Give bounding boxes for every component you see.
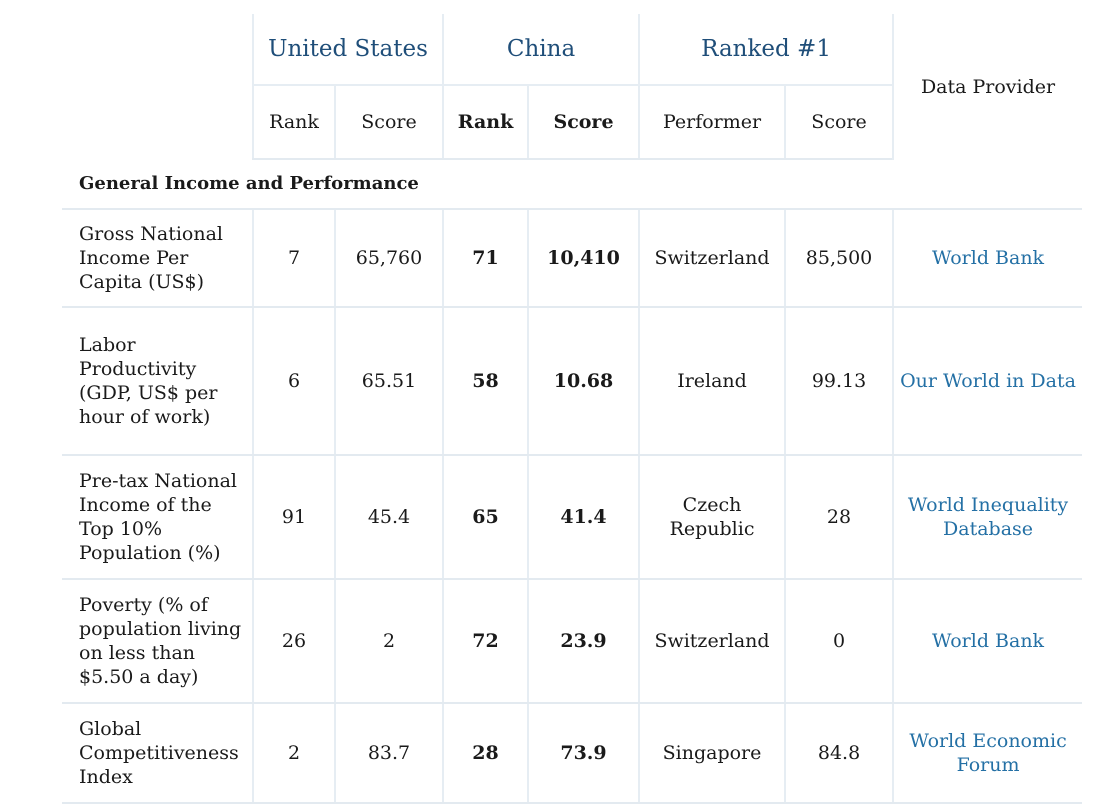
top-score-cell: 99.13 (784, 307, 894, 456)
comparison-table: United States China Ranked #1 Data Provi… (62, 14, 1083, 804)
china-score-cell: 10.68 (526, 307, 640, 456)
data-provider-link[interactable]: World Inequality Database (892, 455, 1083, 580)
us-rank-cell: 2 (252, 703, 335, 804)
table-body: Gross National Income Per Capita (US$) 7 6… (62, 209, 1083, 804)
group-header-us: United States (252, 14, 443, 86)
top-score-cell: 0 (784, 579, 894, 704)
china-score-cell: 41.4 (526, 455, 640, 580)
china-score-header: Score (526, 85, 640, 160)
data-provider-link[interactable]: World Bank (892, 579, 1083, 704)
data-provider-header: Data Provider (892, 14, 1083, 159)
top-score-header: Score (784, 85, 894, 160)
row-label: Labor Productivity (GDP, US$ per hour of… (62, 307, 253, 456)
china-rank-cell: 71 (442, 209, 528, 308)
china-rank-cell: 58 (442, 307, 528, 456)
row-label: Poverty (% of population living on less … (62, 579, 253, 704)
table-row: Pre-tax National Income of the Top 10% P… (62, 455, 1083, 580)
table-row: Poverty (% of population living on less … (62, 579, 1083, 704)
top-score-cell: 84.8 (784, 703, 894, 804)
us-rank-cell: 6 (252, 307, 335, 456)
row-label: Pre-tax National Income of the Top 10% P… (62, 455, 253, 580)
us-rank-cell: 7 (252, 209, 335, 308)
china-rank-cell: 65 (442, 455, 528, 580)
top-score-cell: 85,500 (784, 209, 894, 308)
us-rank-cell: 91 (252, 455, 335, 580)
us-score-cell: 45.4 (334, 455, 443, 580)
us-score-cell: 2 (334, 579, 443, 704)
row-label: Global Competitiveness Index (62, 703, 253, 804)
us-score-cell: 65.51 (334, 307, 443, 456)
performer-header: Performer (638, 85, 786, 160)
performer-cell: Singapore (638, 703, 786, 804)
data-provider-link[interactable]: World Bank (892, 209, 1083, 308)
data-provider-link[interactable]: Our World in Data (892, 307, 1083, 456)
us-score-cell: 65,760 (334, 209, 443, 308)
data-provider-link[interactable]: World Economic Forum (892, 703, 1083, 804)
group-header-row: United States China Ranked #1 Data Provi… (62, 14, 1083, 159)
us-score-cell: 83.7 (334, 703, 443, 804)
sub-header-row: Rank Score Rank Score Performer Score (62, 85, 1082, 160)
table-row: Gross National Income Per Capita (US$) 7 6… (62, 209, 1083, 308)
china-rank-header: Rank (442, 85, 528, 160)
group-header-china: China (441, 14, 640, 86)
china-rank-cell: 72 (442, 579, 528, 704)
china-score-cell: 73.9 (526, 703, 640, 804)
table-row: Labor Productivity (GDP, US$ per hour of… (62, 307, 1083, 456)
performer-cell: Ireland (638, 307, 786, 456)
row-label: Gross National Income Per Capita (US$) (62, 209, 253, 308)
us-rank-header: Rank (252, 85, 335, 160)
china-score-cell: 23.9 (526, 579, 640, 704)
table-row: Global Competitiveness Index 2 83.7 28 73.9 S… (62, 703, 1083, 804)
us-rank-cell: 26 (252, 579, 335, 704)
china-rank-cell: 28 (442, 703, 528, 804)
group-header-ranked-1: Ranked #1 (638, 14, 894, 86)
corner-cell (62, 14, 253, 159)
china-score-cell: 10,410 (526, 209, 640, 308)
section-title: General Income and Performance (62, 159, 1083, 210)
section-row: General Income and Performance (62, 159, 1083, 210)
performer-cell: Switzerland (638, 209, 786, 308)
us-score-header: Score (334, 85, 443, 160)
top-score-cell: 28 (784, 455, 894, 580)
performer-cell: Czech Republic (638, 455, 786, 580)
performer-cell: Switzerland (638, 579, 786, 704)
